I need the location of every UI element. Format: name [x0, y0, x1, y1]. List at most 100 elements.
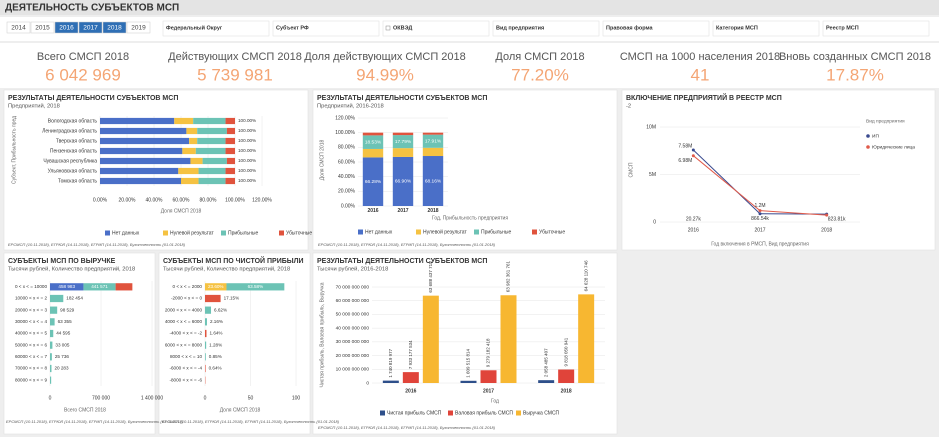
- source-note: ЕРСМСП (10.11.2018), ЕГРЮЛ (14.11.2018),…: [8, 242, 186, 247]
- year-label[interactable]: 2017: [83, 25, 98, 32]
- bar-segment: [225, 177, 235, 185]
- panel-subtitle: Тысячи рублей, Количество предприятий, 2…: [8, 266, 135, 273]
- bar-segment: [422, 156, 444, 206]
- y-tick-label: 40.00%: [338, 174, 356, 180]
- filter-label[interactable]: Реестр МСП: [826, 25, 859, 31]
- x-tick-label: 60.00%: [173, 197, 191, 203]
- filter-box[interactable]: [822, 20, 930, 37]
- bar-segment: [115, 283, 133, 291]
- bar-segment: [197, 127, 227, 135]
- filter-box[interactable]: [602, 20, 710, 37]
- year-label[interactable]: 2019: [131, 25, 146, 32]
- x-tick-label: 80.00%: [200, 197, 218, 203]
- y-tick-label: 80.00%: [338, 145, 356, 151]
- year-tab[interactable]: [126, 21, 151, 34]
- bar-segment: [392, 148, 414, 157]
- year-label[interactable]: 2016: [59, 25, 74, 32]
- kpi-label: Действующих СМСП 2018: [168, 51, 302, 63]
- value-label: 182 454: [66, 296, 83, 301]
- value-label: 2.16%: [210, 319, 223, 324]
- x-tick-label: 50: [248, 395, 254, 401]
- value-label: 7 933 177 534: [408, 340, 413, 369]
- filter-box[interactable]: [272, 20, 380, 37]
- x-tick-label: 100.00%: [225, 197, 245, 203]
- value-label: 17.15%: [224, 296, 240, 301]
- bar-segment: [205, 283, 227, 291]
- category-label: 60000 < x < = 7: [15, 354, 48, 359]
- value-label: 6.98M: [678, 158, 692, 164]
- kpi-value: 17.87%: [826, 65, 884, 84]
- value-label: 823.81k: [828, 217, 846, 223]
- filter-label[interactable]: Правовая форма: [606, 24, 654, 31]
- category-label: 0 < x < = 10000: [15, 284, 48, 289]
- category-label: -2000 < x < = 0: [171, 296, 202, 301]
- bar-segment: [226, 157, 235, 165]
- bar-segment: [50, 353, 52, 361]
- bar-segment: [198, 177, 226, 185]
- y-tick-label: 60.00%: [338, 159, 356, 165]
- year-tab[interactable]: [78, 21, 103, 34]
- filter-label[interactable]: Категория МСП: [716, 25, 758, 31]
- year-tab[interactable]: [30, 21, 55, 34]
- y-axis-label: Чистая прибыль, Валовая прибыль, Выручка: [319, 282, 325, 387]
- bar-segment: [174, 117, 194, 125]
- filter-label[interactable]: Федеральный Округ: [166, 24, 223, 31]
- bar-segment: [50, 376, 52, 384]
- bar: [422, 295, 439, 383]
- category-label: Пензенская область: [50, 148, 97, 154]
- category-label: Вологодская область: [48, 118, 98, 124]
- bar-segment: [50, 283, 84, 291]
- filter-check[interactable]: [385, 25, 391, 31]
- value-label: 33 005: [55, 342, 69, 347]
- filter-box[interactable]: [712, 20, 820, 37]
- source-note: ЕРСМСП (10.11.2018), ЕГРЮЛ (14.11.2018),…: [318, 425, 496, 430]
- category-label: 10000 < x < = 2: [15, 296, 48, 301]
- value-label: 63 982 361 761: [506, 260, 511, 292]
- y-tick-label: 0.00%: [341, 203, 356, 209]
- x-tick-label: 700 000: [92, 395, 110, 401]
- value-label: 866.54k: [751, 216, 769, 222]
- year-tab[interactable]: [6, 21, 31, 34]
- year-label[interactable]: 2018: [107, 25, 122, 32]
- bar-segment: [225, 167, 235, 175]
- year-label[interactable]: 2015: [35, 25, 50, 32]
- x-axis-label: Доля СМСП 2018: [220, 407, 261, 413]
- category-label: 20000 < x < = 3: [15, 307, 48, 312]
- filter-label[interactable]: ОКВЭД: [393, 25, 412, 31]
- y-axis-label: Доля СМСП 2018: [319, 140, 325, 181]
- bar-segment: [362, 135, 384, 149]
- point: [758, 209, 762, 213]
- source-note: ЕРСМСП (10.11.2018), ЕГРЮЛ (14.11.2018),…: [318, 242, 496, 247]
- year-label[interactable]: 2014: [11, 25, 26, 32]
- filter-label[interactable]: Вид предприятия: [496, 25, 544, 31]
- filter-box[interactable]: [382, 20, 490, 37]
- bar-segment: [190, 157, 203, 165]
- value-label: 17.91%: [425, 139, 442, 145]
- bar: [558, 369, 575, 383]
- year-tab[interactable]: [102, 21, 127, 34]
- kpi-label: Доля действующих СМСП 2018: [304, 51, 466, 63]
- year-tab[interactable]: [54, 21, 79, 34]
- x-tick-label: 120.00%: [252, 197, 272, 203]
- filter-box[interactable]: [492, 20, 600, 37]
- legend-label: Убыточные: [286, 230, 312, 236]
- category-label: -6000 < x < = -4: [169, 366, 202, 371]
- filter-label[interactable]: Субъект РФ: [276, 24, 309, 31]
- filter-box[interactable]: [162, 20, 270, 37]
- total-label: 100.00%: [238, 158, 256, 163]
- value-label: 0.64%: [209, 366, 222, 371]
- bar-segment: [205, 329, 207, 338]
- bar-segment: [100, 137, 190, 145]
- panel-title: СУБЪЕКТЫ МСП ПО ЧИСТОЙ ПРИБЫЛИ: [163, 256, 304, 265]
- legend-label: Убыточные: [539, 229, 565, 235]
- bar-segment: [195, 147, 226, 155]
- category-label: 30000 < x < = 4: [15, 319, 48, 324]
- bar-segment: [50, 318, 55, 326]
- total-label: 100.00%: [238, 178, 256, 183]
- kpi-value: 41: [691, 65, 710, 84]
- y-tick-label: 120.00%: [335, 115, 355, 121]
- x-tick-label: 2017: [397, 208, 408, 214]
- panel: [312, 252, 618, 435]
- legend-swatch: [866, 134, 870, 138]
